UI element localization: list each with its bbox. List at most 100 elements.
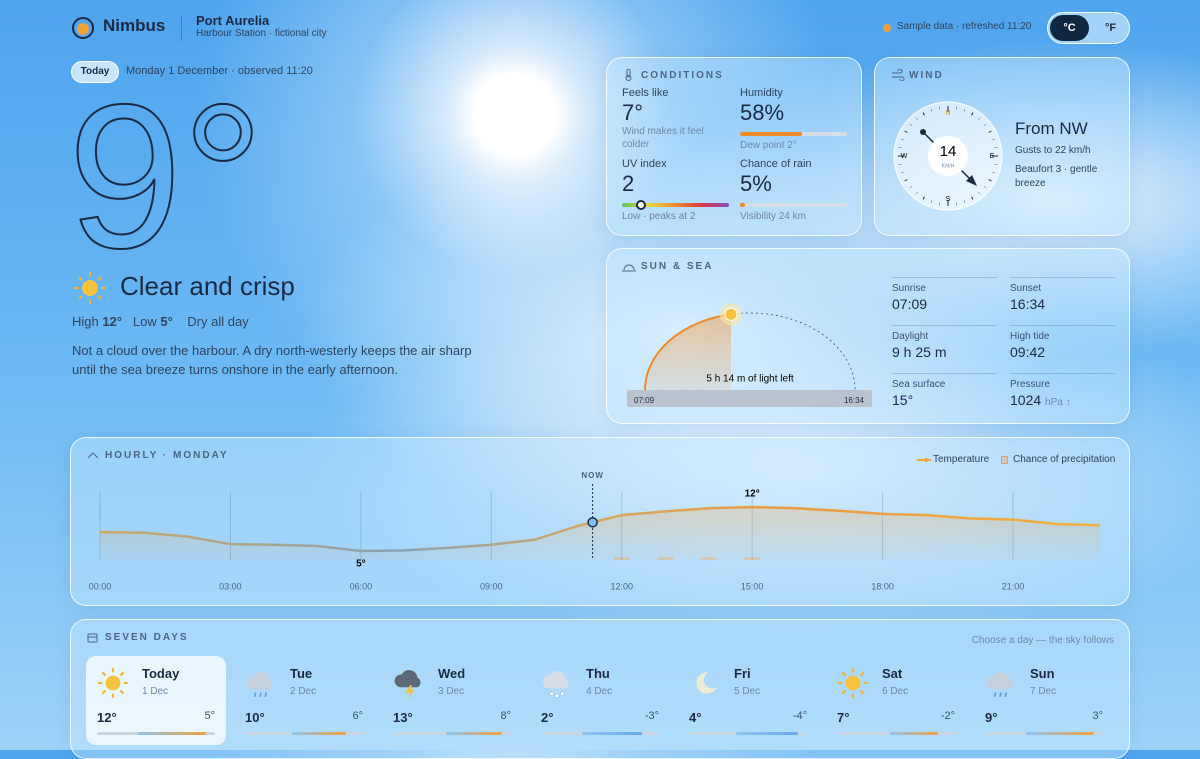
hourly-chart: 00:00 03:00 06:00 09:00 12:00 15:00 18:00 21:00… [89,471,1101,591]
brand: Nimbus [103,16,166,35]
day-date: 7 Dec [1030,686,1057,697]
day-high: 2° [541,710,554,725]
info-value: 15° [892,392,914,408]
day-name: Sun [1030,666,1055,681]
compass-tick [898,163,902,165]
info-value: 07:09 [892,296,928,312]
info-label: Sunset [1010,283,1042,294]
observed-date: Monday 1 December · observed 11:20 [126,65,313,77]
low: 5° [160,314,173,329]
day-low: 8° [500,710,511,722]
day-high: 9° [985,710,998,725]
legend-temp-swatch [917,458,931,462]
compass-tick [930,108,933,112]
day-low: -4° [792,710,807,722]
compass-tick [904,179,908,182]
range-bar [582,732,643,735]
unit-celsius[interactable]: °C [1050,15,1089,41]
humidity-bar [740,132,803,136]
separator [1010,277,1115,278]
day-card[interactable]: Wed 3 Dec 13° 8° [382,656,522,745]
temperature-line [99,505,1101,553]
humidity: 58% [740,100,785,125]
compass-tick [955,106,957,110]
gusts: Gusts to 22 km/h [1015,145,1091,156]
compass-tick [900,138,904,141]
separator [1010,373,1115,374]
weather-icon [394,670,421,699]
rain-label: Chance of rain [740,158,812,170]
day-card[interactable]: Sun 7 Dec 9° 3° [974,656,1114,745]
compass-tick [971,112,974,116]
rain-bar [740,203,746,207]
compass-tick [939,202,941,206]
humidity-label: Humidity [740,87,783,99]
range-track [837,732,955,735]
visibility: Visibility 24 km [740,211,806,222]
info-value: 09:42 [1010,344,1046,360]
x-tick-label: 21:00 [1002,581,1025,591]
compass-tick [994,163,998,165]
compass-tick [930,200,933,204]
unit-fahrenheit[interactable]: °F [1104,22,1117,34]
compass-tick [915,117,918,121]
uv: 2 [622,171,635,196]
humidity-track [740,132,847,136]
range-bar [736,732,798,735]
compass-tick [971,196,974,200]
weather-icon [696,672,717,694]
weather-icon [246,672,273,698]
compass-tick [963,108,966,112]
day-name: Wed [438,666,466,681]
sunrise-time: 07:09 [634,396,655,405]
annotation: 5° [356,559,366,570]
wind-direction: From NW [1015,119,1088,138]
compass: N E S W 14 KM/H [893,101,1003,211]
compass-tick [922,196,925,200]
compass-tick [988,179,992,182]
sunset-time: 16:34 [844,396,865,405]
compass-tick [922,112,925,116]
wind-icon [892,69,905,81]
wind-speed: 14 [940,143,957,160]
day-name: Thu [586,666,610,681]
day-high: 10° [245,710,265,725]
unit-toggle: °C °F [1047,12,1130,44]
low-label: Low [132,314,157,329]
day-card[interactable]: Tue 2 Dec 10° 6° [234,656,374,745]
info-value: 1024 hPa ↑ [1010,392,1071,408]
legend-precip-swatch [1001,456,1008,464]
current-temperature: 9° [67,61,265,292]
separator [892,277,997,278]
day-card[interactable]: Thu 4 Dec 2° -3° [530,656,670,745]
day-card[interactable]: Fri 5 Dec 4° -4° [678,656,818,745]
compass-tick [992,138,996,141]
range-bar [1026,732,1094,735]
divider [181,15,182,41]
rain-track [740,203,847,207]
logo [72,17,94,39]
info-label: Daylight [892,331,929,342]
day-date: 5 Dec [734,686,761,697]
card-title: HOURLY · MONDAY [105,450,229,461]
day-card[interactable]: Sat 6 Dec 7° -2° [826,656,966,745]
card-title: SUN & SEA [641,261,714,272]
range-bar [138,732,206,735]
feels-like-note: Wind makes it feel colder [622,126,704,150]
day-name: Sat [882,666,903,681]
now-label: NOW [581,471,604,480]
high-label: High [72,314,99,329]
chart-icon [87,452,99,459]
compass-tick [900,171,904,174]
description: Not a cloud over the harbour. A dry nort… [72,343,472,377]
day-card[interactable]: Today 1 Dec 12° 5° [86,656,226,745]
feels-like-label: Feels like [622,87,669,99]
today-badge: Today [71,61,119,83]
range-track [245,732,363,735]
range-bar [890,732,939,735]
x-tick-label: 03:00 [219,581,242,591]
range-track [985,732,1103,735]
sun-icon [74,272,106,304]
separator [892,373,997,374]
wind-card: WIND N E S W 14 KM/H From NW Gusts to 22… [874,57,1130,236]
